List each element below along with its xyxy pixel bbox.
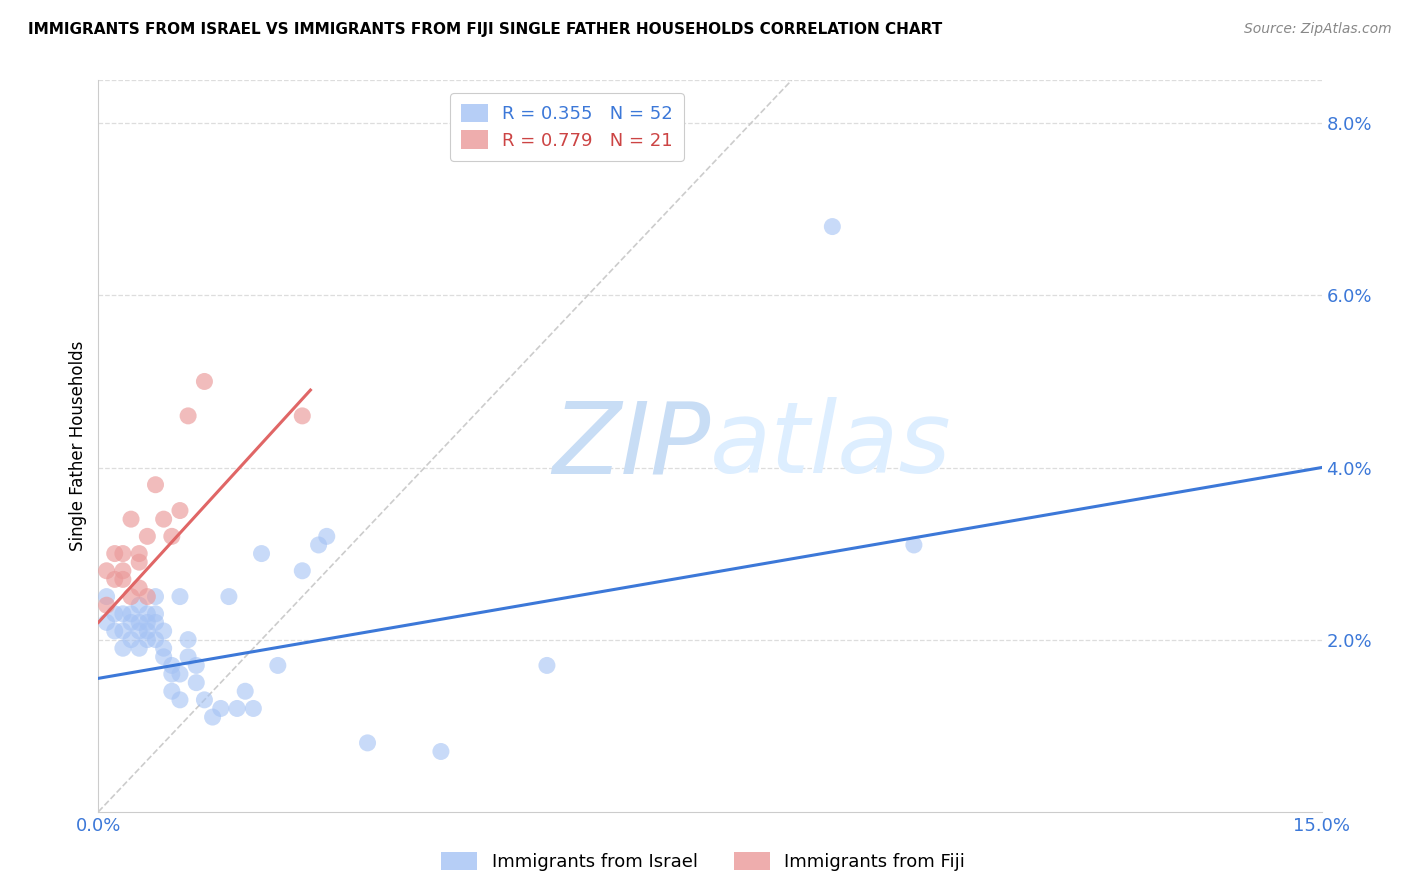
Point	[169, 503, 191, 517]
Point	[152, 624, 174, 638]
Text: ZIP: ZIP	[551, 398, 710, 494]
Point	[356, 736, 378, 750]
Point	[160, 529, 183, 543]
Point	[111, 624, 134, 638]
Point	[128, 581, 150, 595]
Point	[96, 590, 118, 604]
Point	[308, 538, 330, 552]
Point	[152, 641, 174, 656]
Point	[145, 590, 167, 604]
Point	[104, 607, 127, 621]
Text: Source: ZipAtlas.com: Source: ZipAtlas.com	[1244, 22, 1392, 37]
Point	[136, 607, 159, 621]
Point	[120, 590, 142, 604]
Point	[96, 598, 118, 612]
Point	[177, 632, 200, 647]
Point	[128, 598, 150, 612]
Point	[111, 547, 134, 561]
Point	[128, 624, 150, 638]
Point	[250, 547, 273, 561]
Point	[145, 477, 167, 491]
Point	[96, 564, 118, 578]
Point	[169, 693, 191, 707]
Point	[291, 409, 314, 423]
Point	[186, 658, 208, 673]
Point	[152, 649, 174, 664]
Point	[136, 529, 159, 543]
Y-axis label: Single Father Households: Single Father Households	[69, 341, 87, 551]
Legend: R = 0.355   N = 52, R = 0.779   N = 21: R = 0.355 N = 52, R = 0.779 N = 21	[450, 93, 683, 161]
Point	[218, 590, 240, 604]
Point	[111, 573, 134, 587]
Point	[177, 649, 200, 664]
Point	[104, 573, 127, 587]
Point	[160, 684, 183, 698]
Point	[201, 710, 224, 724]
Point	[104, 547, 127, 561]
Point	[226, 701, 249, 715]
Point	[430, 744, 453, 758]
Point	[193, 375, 215, 389]
Point	[233, 684, 256, 698]
Point	[193, 693, 215, 707]
Point	[136, 632, 159, 647]
Point	[136, 590, 159, 604]
Point	[145, 632, 167, 647]
Point	[96, 615, 118, 630]
Point	[291, 564, 314, 578]
Point	[536, 658, 558, 673]
Point	[145, 607, 167, 621]
Point	[136, 624, 159, 638]
Point	[242, 701, 264, 715]
Point	[160, 658, 183, 673]
Legend: Immigrants from Israel, Immigrants from Fiji: Immigrants from Israel, Immigrants from …	[433, 845, 973, 879]
Point	[145, 615, 167, 630]
Point	[128, 641, 150, 656]
Text: atlas: atlas	[710, 398, 952, 494]
Point	[104, 624, 127, 638]
Point	[152, 512, 174, 526]
Point	[169, 667, 191, 681]
Point	[903, 538, 925, 552]
Point	[120, 607, 142, 621]
Text: IMMIGRANTS FROM ISRAEL VS IMMIGRANTS FROM FIJI SINGLE FATHER HOUSEHOLDS CORRELAT: IMMIGRANTS FROM ISRAEL VS IMMIGRANTS FRO…	[28, 22, 942, 37]
Point	[160, 667, 183, 681]
Point	[111, 641, 134, 656]
Point	[128, 555, 150, 569]
Point	[315, 529, 337, 543]
Point	[128, 547, 150, 561]
Point	[267, 658, 290, 673]
Point	[120, 615, 142, 630]
Point	[186, 675, 208, 690]
Point	[128, 615, 150, 630]
Point	[111, 607, 134, 621]
Point	[821, 219, 844, 234]
Point	[136, 615, 159, 630]
Point	[111, 564, 134, 578]
Point	[209, 701, 232, 715]
Point	[120, 632, 142, 647]
Point	[169, 590, 191, 604]
Point	[120, 512, 142, 526]
Point	[177, 409, 200, 423]
